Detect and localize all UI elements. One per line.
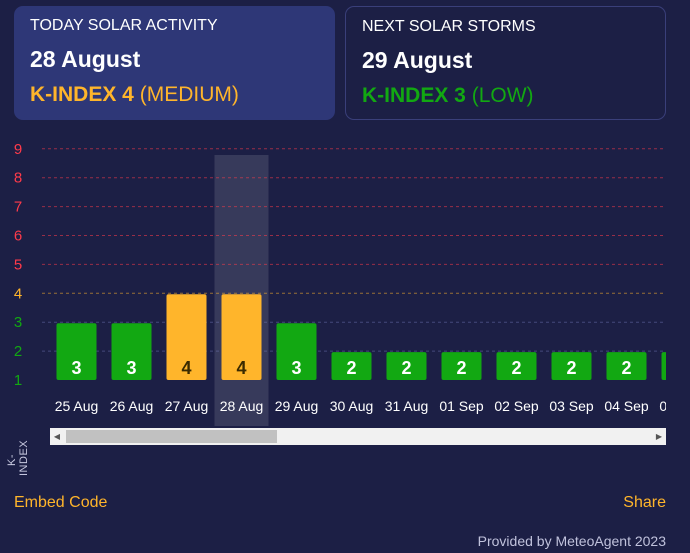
bar-value-label: 2: [401, 358, 411, 378]
bar: [441, 352, 482, 380]
today-kindex-level: (MEDIUM): [139, 83, 239, 106]
bar-value-label: 2: [456, 358, 466, 378]
x-tick-label: 28 Aug: [220, 398, 264, 414]
next-kindex-value: K-INDEX 3: [362, 84, 466, 107]
y-tick-label: 4: [14, 285, 22, 302]
bar: [56, 323, 97, 380]
next-kindex-level: (LOW): [471, 84, 534, 107]
provided-by-credit: Provided by MeteoAgent 2023: [477, 533, 666, 549]
y-tick-label: 1: [14, 372, 22, 389]
scroll-right-arrow-icon[interactable]: ▶: [655, 432, 663, 441]
kindex-bar-chart: 1 2 3 4 5 6 7 8 9 3 25 Aug 3 26 Aug 4 27 Aug 4 28 Aug 3 29…: [14, 140, 690, 426]
y-tick-label: 2: [14, 343, 22, 360]
embed-code-link[interactable]: Embed Code: [14, 494, 108, 511]
bar: [496, 352, 537, 380]
x-tick-label: 29 Aug: [275, 398, 319, 414]
x-tick-label: 03 Sep: [549, 398, 594, 414]
y-tick-label: 8: [14, 170, 22, 187]
y-tick-label: 3: [14, 314, 22, 331]
next-kindex: K-INDEX 3 (LOW): [362, 84, 649, 108]
next-card-label: NEXT SOLAR STORMS: [362, 18, 536, 35]
y-tick-label: 5: [14, 256, 22, 273]
bar: [276, 323, 317, 380]
x-tick-label: 25 Aug: [55, 398, 99, 414]
today-kindex-value: K-INDEX 4: [30, 83, 134, 106]
next-storms-card: NEXT SOLAR STORMS 29 August K-INDEX 3 (L…: [345, 6, 666, 120]
x-tick-label: 04 Sep: [604, 398, 649, 414]
y-tick-label: 7: [14, 199, 22, 216]
bar-value-label: 2: [346, 358, 356, 378]
bar-value-label: 2: [621, 358, 631, 378]
bar: [331, 352, 372, 380]
today-activity-card: TODAY SOLAR ACTIVITY 28 August K-INDEX 4…: [14, 6, 335, 120]
chart-right-mask: [666, 140, 690, 426]
scroll-left-arrow-icon[interactable]: ◀: [53, 432, 61, 441]
y-tick-label: 6: [14, 228, 22, 245]
x-tick-label: 02 Sep: [494, 398, 539, 414]
bar-value-label: 2: [566, 358, 576, 378]
bar-value-label: 4: [181, 358, 191, 378]
bar: [606, 352, 647, 380]
x-tick-label: 26 Aug: [110, 398, 154, 414]
bar-value-label: 2: [511, 358, 521, 378]
bar-value-label: 3: [71, 358, 81, 378]
today-date: 28 August: [30, 46, 141, 72]
bar: [386, 352, 427, 380]
x-tick-label: 31 Aug: [385, 398, 429, 414]
bar-value-label: 3: [291, 358, 301, 378]
bar: [551, 352, 592, 380]
bar: [166, 294, 207, 380]
y-axis-title: K-INDEX: [6, 439, 30, 476]
today-card-label: TODAY SOLAR ACTIVITY: [30, 17, 218, 34]
x-tick-label: 27 Aug: [165, 398, 209, 414]
highlight-column: [214, 155, 269, 426]
today-kindex: K-INDEX 4 (MEDIUM): [30, 83, 319, 107]
chart-horizontal-scrollbar[interactable]: ◀ ▶: [50, 428, 666, 445]
x-tick-label: 30 Aug: [330, 398, 374, 414]
bar-value-label: 4: [236, 358, 246, 378]
x-tick-label: 01 Sep: [439, 398, 484, 414]
scrollbar-thumb[interactable]: [66, 430, 277, 443]
share-link[interactable]: Share: [623, 494, 666, 511]
bar: [111, 323, 152, 380]
bar-value-label: 3: [126, 358, 136, 378]
y-tick-label: 9: [14, 141, 22, 158]
next-date: 29 August: [362, 47, 473, 73]
bar: [221, 294, 262, 380]
